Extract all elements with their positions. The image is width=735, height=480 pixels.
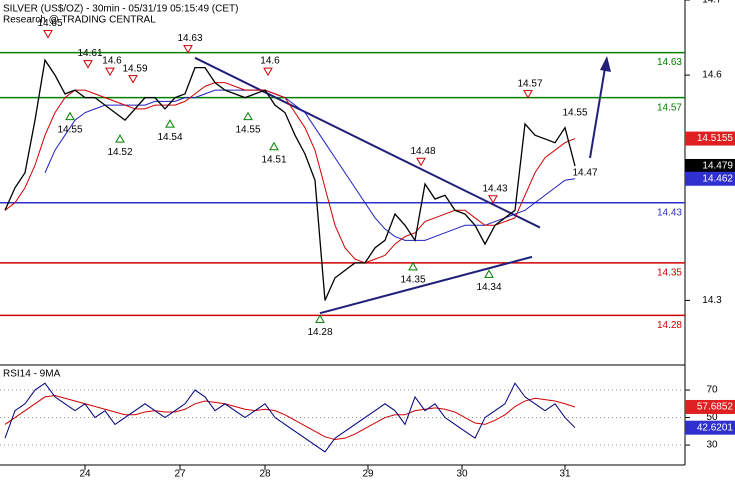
- panel-title: RSI14 - 9MA: [3, 369, 61, 380]
- value-box-label: 14.479: [702, 161, 733, 172]
- high-label: 14.57: [517, 78, 542, 89]
- series-line: [44, 89, 576, 241]
- low-label: 14.28: [307, 327, 332, 338]
- low-label: 14.55: [235, 124, 260, 135]
- panel-subtitle: Research @ TRADING CENTRAL: [3, 15, 156, 26]
- y-tick-label: 14.7: [702, 0, 722, 6]
- low-label: 14.55: [57, 124, 82, 135]
- value-box-label: 14.5155: [697, 133, 734, 144]
- high-marker: [416, 157, 426, 167]
- high-label: 14.61: [77, 48, 102, 59]
- low-marker: [165, 119, 175, 128]
- value-box-label: 57.6852: [697, 402, 734, 413]
- low-marker: [484, 269, 494, 278]
- value-box: [685, 131, 735, 146]
- low-marker: [315, 314, 325, 323]
- x-tick-label: 24: [79, 469, 91, 480]
- low-marker: [65, 111, 75, 121]
- high-marker: [523, 90, 533, 99]
- low-marker: [269, 141, 279, 151]
- note-label: 14.47: [572, 167, 597, 178]
- value-box: [685, 399, 735, 414]
- high-marker: [488, 195, 498, 204]
- x-tick-label: 28: [259, 469, 271, 480]
- x-tick-label: 30: [456, 469, 468, 480]
- low-label: 14.34: [476, 282, 501, 293]
- x-tick-label: 31: [559, 469, 571, 480]
- value-box-label: 42.6201: [697, 422, 734, 433]
- level-label: 14.43: [657, 207, 682, 218]
- series-line: [4, 382, 576, 453]
- value-box: [685, 171, 735, 186]
- series-line: [4, 82, 576, 264]
- y-tick-label: 14.3: [702, 295, 722, 306]
- low-label: 14.35: [400, 275, 425, 286]
- low-marker: [115, 134, 125, 143]
- level-label: 14.63: [657, 57, 682, 68]
- high-label: 14.43: [482, 183, 507, 194]
- high-marker: [183, 45, 193, 54]
- high-marker: [263, 67, 273, 77]
- high-label: 14.65: [37, 18, 62, 29]
- high-label: 14.59: [122, 63, 147, 74]
- high-marker: [105, 67, 115, 77]
- y-tick-label: 50: [706, 412, 718, 423]
- low-label: 14.51: [261, 154, 286, 165]
- low-label: 14.54: [157, 132, 182, 143]
- level-label: 14.35: [657, 268, 682, 279]
- high-label: 14.6: [260, 56, 280, 67]
- value-box: [685, 158, 735, 173]
- low-marker: [243, 111, 253, 121]
- level-label: 14.57: [657, 102, 682, 113]
- high-label: 14.48: [410, 146, 435, 157]
- low-label: 14.52: [107, 147, 132, 158]
- level-label: 14.28: [657, 320, 682, 331]
- trendline: [319, 255, 533, 315]
- forecast-arrow: [589, 61, 607, 159]
- x-tick-label: 29: [362, 469, 374, 480]
- y-tick-label: 70: [706, 385, 718, 396]
- forecast-arrow-head: [600, 56, 611, 72]
- high-marker: [83, 60, 93, 69]
- high-marker: [43, 30, 53, 39]
- y-tick-label: 30: [706, 440, 718, 451]
- series-line: [4, 395, 576, 441]
- low-marker: [408, 261, 418, 271]
- high-marker: [128, 75, 138, 84]
- high-label: 14.63: [177, 33, 202, 44]
- trendline: [194, 56, 541, 229]
- series-line: [4, 58, 576, 301]
- high-label: 14.6: [102, 56, 122, 67]
- value-box-label: 14.462: [702, 173, 733, 184]
- note-label: 14.55: [562, 107, 587, 118]
- x-tick-label: 27: [174, 469, 186, 480]
- panel-title: SILVER (US$/OZ) - 30min - 05/31/19 05:15…: [3, 4, 238, 15]
- y-tick-label: 14.6: [702, 70, 722, 81]
- value-box: [685, 420, 735, 435]
